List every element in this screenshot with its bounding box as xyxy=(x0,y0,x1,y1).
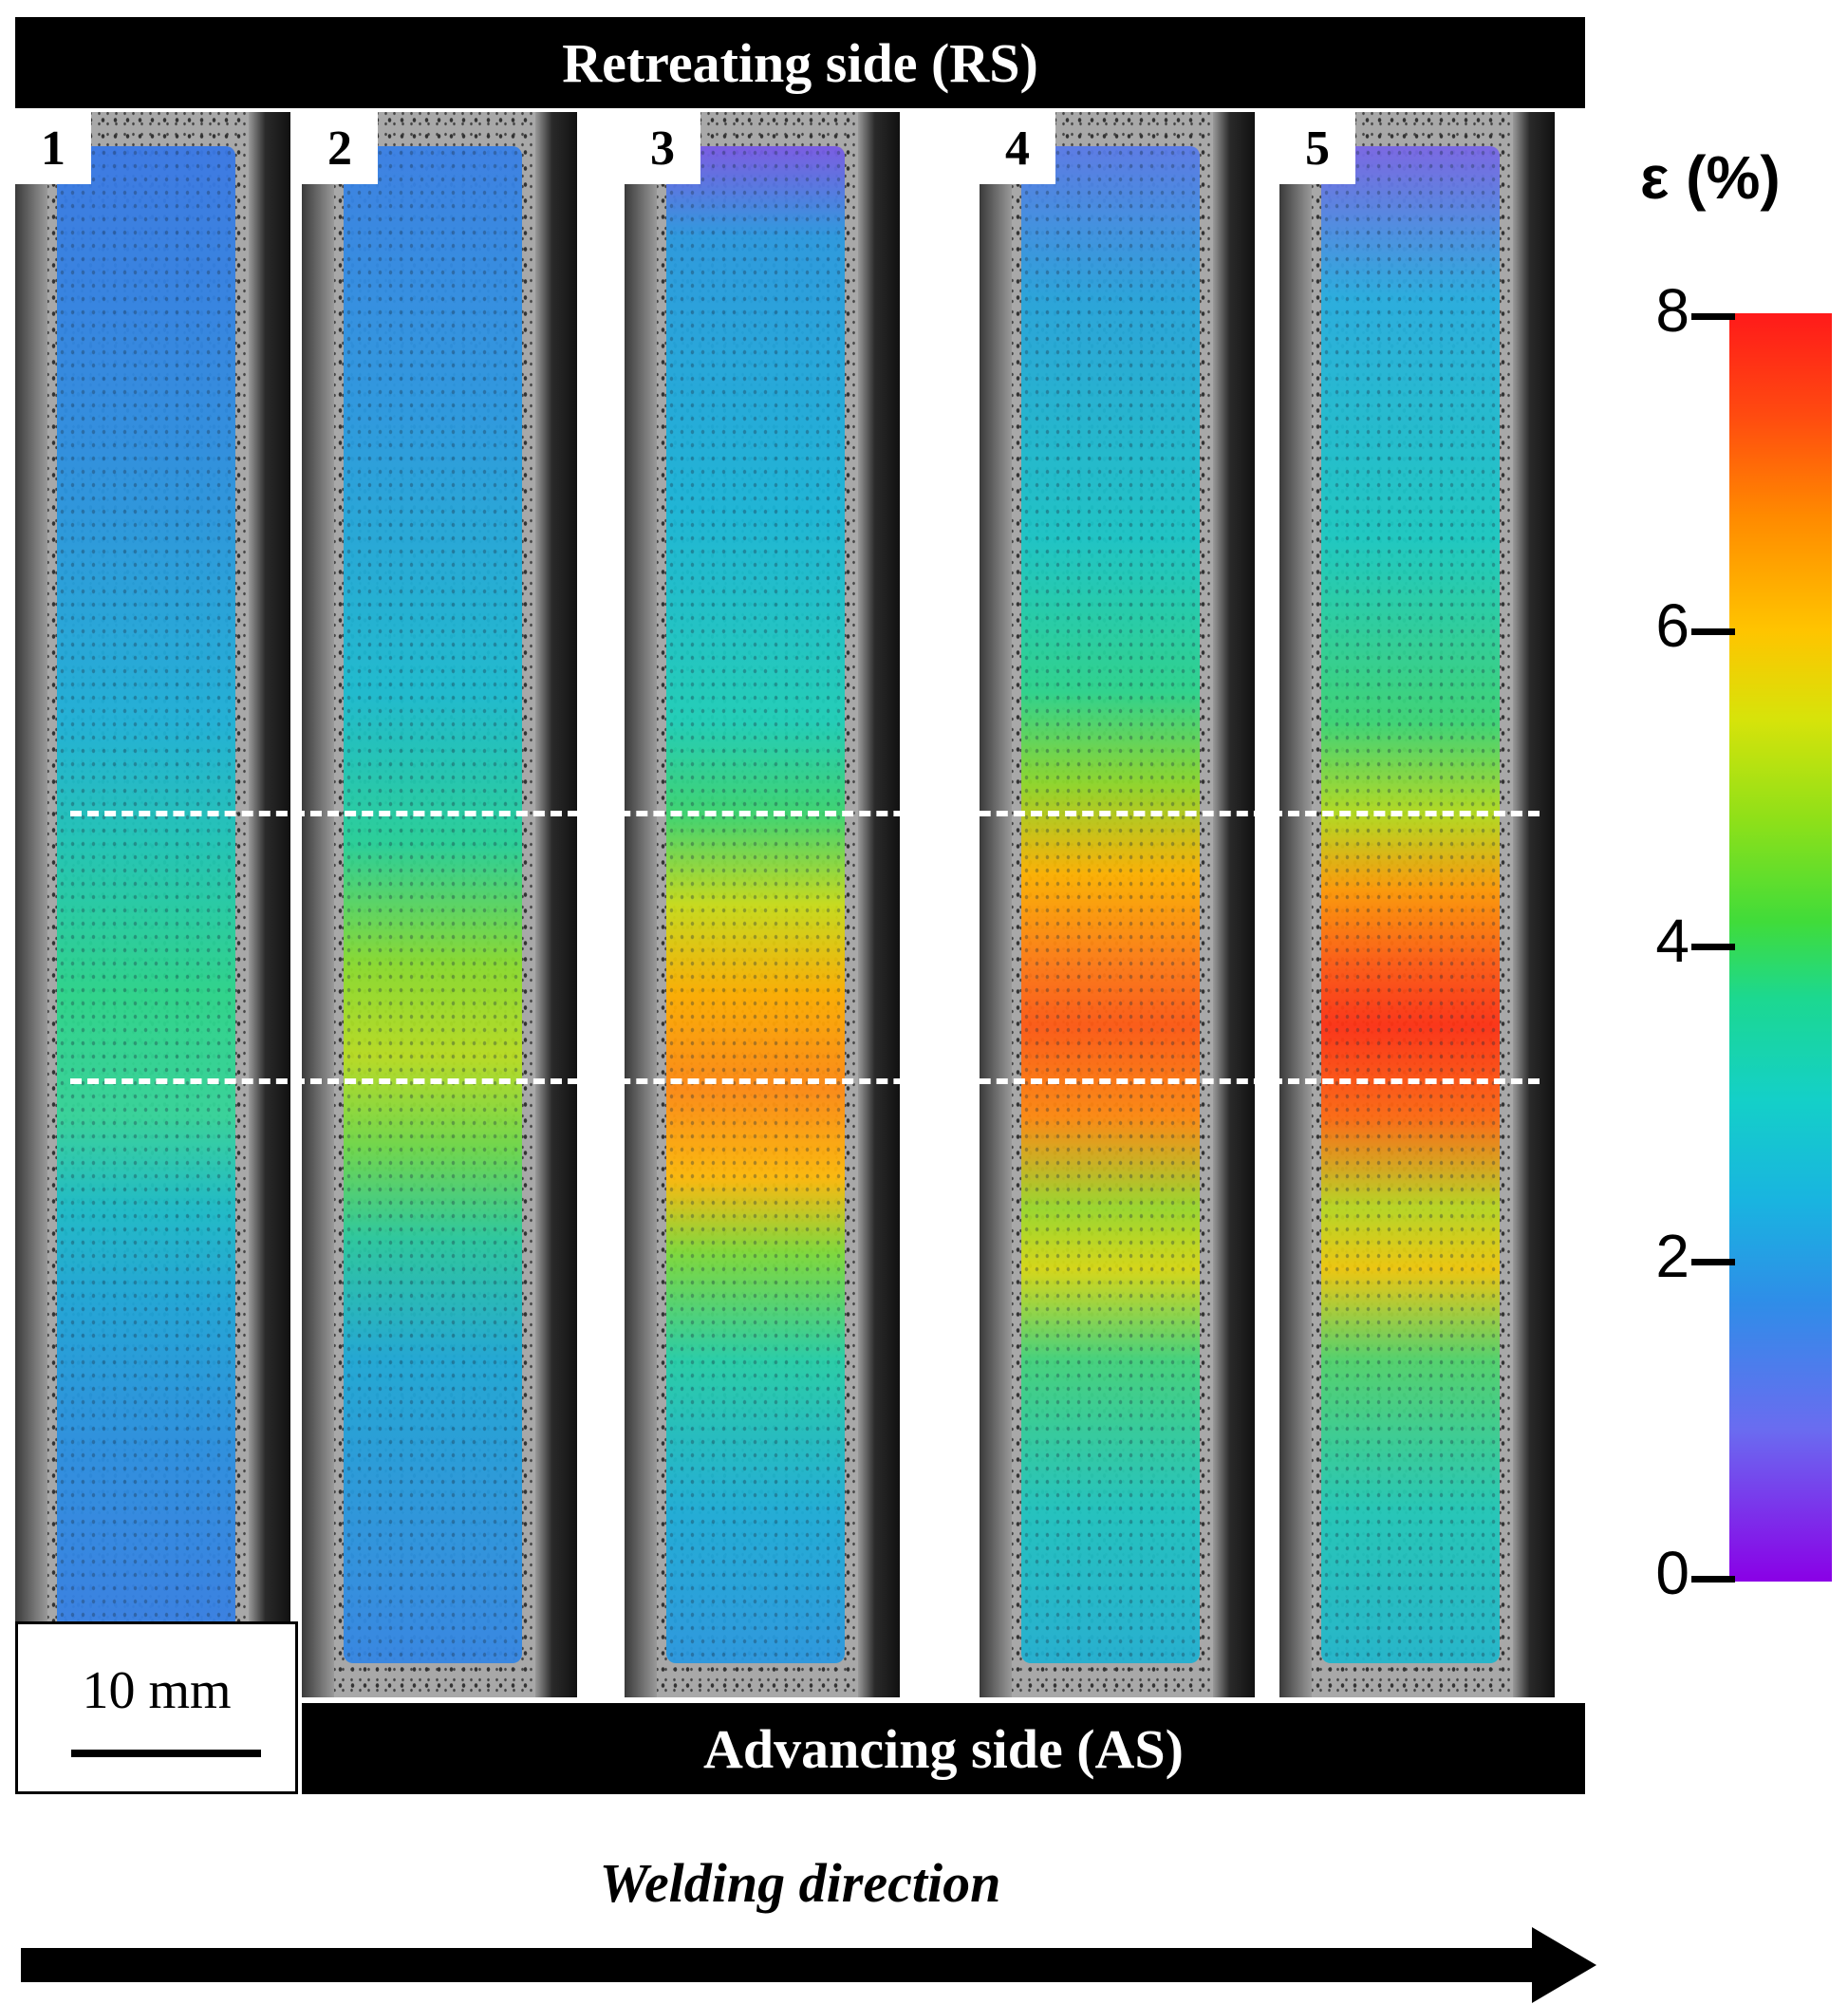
advancing-side-banner: Advancing side (AS) xyxy=(302,1703,1585,1794)
panel-3: 3 xyxy=(625,112,905,1697)
panel-5: 5 xyxy=(1279,112,1560,1697)
panel-2: 2 xyxy=(302,112,583,1697)
welding-direction-arrow-icon xyxy=(21,1927,1596,2003)
panel-number: 5 xyxy=(1279,112,1355,184)
panel-1: 1 xyxy=(15,112,296,1697)
strain-map-4 xyxy=(1021,146,1200,1663)
colorbar-tick xyxy=(1691,944,1735,950)
panel-number: 4 xyxy=(980,112,1055,184)
strain-map-3 xyxy=(666,146,845,1663)
panel-4: 4 xyxy=(980,112,1260,1697)
panel-number: 2 xyxy=(302,112,378,184)
colorbar-tick-label: 2 xyxy=(1655,1222,1689,1290)
colorbar-tick-label: 0 xyxy=(1655,1539,1689,1607)
colorbar-title: ε (%) xyxy=(1640,143,1781,212)
panel-number: 1 xyxy=(15,112,91,184)
colorbar-tick xyxy=(1691,1576,1735,1583)
colorbar-tick xyxy=(1691,313,1735,320)
colorbar-tick-label: 8 xyxy=(1655,276,1689,345)
welding-direction-label: Welding direction xyxy=(599,1852,1001,1914)
scale-bar-line xyxy=(71,1750,261,1757)
haz-boundary-bottom xyxy=(70,1078,1540,1084)
retreating-side-banner: Retreating side (RS) xyxy=(15,17,1585,108)
scale-bar-box: 10 mm xyxy=(15,1621,298,1794)
strain-map-2 xyxy=(344,146,522,1663)
panel-number: 3 xyxy=(625,112,700,184)
colorbar-tick xyxy=(1691,1259,1735,1265)
strain-map-1 xyxy=(57,146,235,1663)
strain-map-5 xyxy=(1321,146,1500,1663)
colorbar-tick-label: 6 xyxy=(1655,591,1689,660)
colorbar-tick-label: 4 xyxy=(1655,907,1689,975)
scale-bar-label: 10 mm xyxy=(82,1661,232,1720)
colorbar xyxy=(1729,313,1832,1582)
haz-boundary-top xyxy=(70,811,1540,816)
colorbar-tick xyxy=(1691,628,1735,635)
